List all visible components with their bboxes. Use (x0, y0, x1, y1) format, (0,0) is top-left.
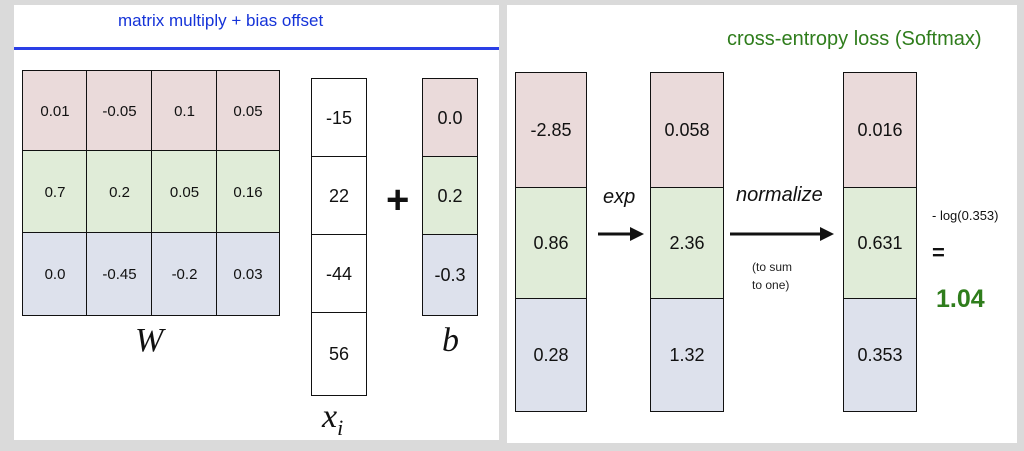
w-cell: 0.0 (22, 232, 88, 316)
exp-cell: 1.32 (650, 298, 724, 412)
b-cell: -0.3 (422, 234, 478, 316)
x-cell: 56 (311, 312, 367, 396)
loss-value: 1.04 (936, 285, 985, 313)
plus-sign: + (386, 178, 410, 222)
matrix-multiply-title: matrix multiply + bias offset (118, 11, 324, 30)
loss-expression: - log(0.353) (932, 208, 999, 223)
score-cell: -2.85 (515, 72, 587, 189)
normalize-label: normalize (736, 184, 823, 206)
w-cell: 0.7 (22, 150, 88, 234)
b-label: b (442, 322, 459, 359)
softmax-loss-title: cross-entropy loss (Softmax) (727, 28, 982, 50)
w-cell: -0.45 (86, 232, 153, 316)
w-cell: 0.01 (22, 70, 88, 152)
normalize-note-line2: to one) (752, 278, 790, 292)
probability-cell: 0.016 (843, 72, 917, 189)
w-cell: 0.05 (151, 150, 218, 234)
x-cell: -15 (311, 78, 367, 158)
w-cell: 0.16 (216, 150, 280, 234)
w-cell: -0.05 (86, 70, 153, 152)
w-cell: 0.2 (86, 150, 153, 234)
b-cell: 0.2 (422, 156, 478, 236)
x-label: xi (322, 398, 343, 441)
w-cell: -0.2 (151, 232, 218, 316)
exp-arrow-icon (598, 227, 644, 241)
x-cell: 22 (311, 156, 367, 236)
w-cell: 0.03 (216, 232, 280, 316)
normalize-arrow-icon (730, 227, 834, 241)
normalize-note: (to sum to one) (752, 258, 792, 294)
b-cell: 0.0 (422, 78, 478, 158)
w-cell: 0.05 (216, 70, 280, 152)
x-cell: -44 (311, 234, 367, 314)
x-label-main: x (322, 398, 338, 435)
score-cell: 0.86 (515, 187, 587, 300)
normalize-note-line1: (to sum (752, 260, 793, 274)
probability-cell: 0.631 (843, 187, 917, 300)
x-label-subscript: i (337, 414, 344, 440)
exp-label: exp (603, 186, 636, 208)
w-cell: 0.1 (151, 70, 218, 152)
softmax-loss-panel (507, 5, 1017, 443)
title-underline (14, 47, 499, 50)
w-label: W (135, 322, 164, 359)
probability-cell: 0.353 (843, 298, 917, 412)
exp-cell: 0.058 (650, 72, 724, 189)
loss-equals-sign: = (932, 240, 945, 265)
exp-cell: 2.36 (650, 187, 724, 300)
score-cell: 0.28 (515, 298, 587, 412)
